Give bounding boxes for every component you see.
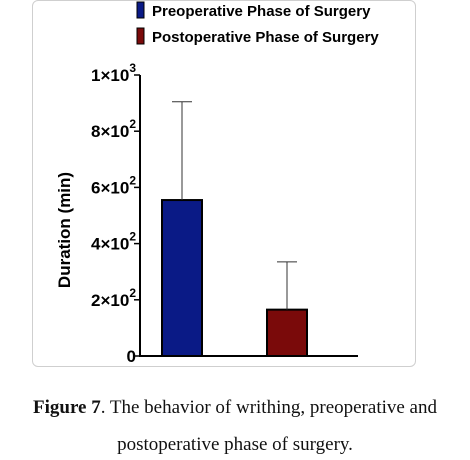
legend-label: Preoperative Phase of Surgery [152,3,371,20]
legend-swatch [136,1,145,19]
y-axis-label: Duration (min) [55,172,74,288]
legend-label: Postoperative Phase of Surgery [152,29,379,46]
figure-label: Figure 7 [33,397,101,418]
y-tick-label: 6×102 [91,173,136,197]
figure-caption-line1: Figure 7. The behavior of writhing, preo… [0,397,470,419]
y-tick-label: 8×102 [91,117,136,141]
bar-preoperative [161,199,203,357]
caption-text-1: . The behavior of writhing, preoperative… [100,397,437,418]
axes: 0 2×102 4×102 6×102 8×102 1×103 [91,61,358,366]
legend-swatch [136,27,145,45]
bar-chart: Preoperative Phase of Surgery Postoperati… [55,1,379,366]
legend: Preoperative Phase of Surgery Postoperati… [136,1,379,46]
bar-postoperative [266,308,308,358]
y-tick-label: 2×102 [91,286,136,310]
bars [161,101,308,358]
y-tick-label: 1×103 [91,61,136,85]
chart-frame [32,0,416,367]
figure-caption-line2: postoperative phase of surgery. [117,434,353,455]
y-tick-label: 4×102 [91,230,136,254]
y-tick-label: 0 [127,347,136,366]
